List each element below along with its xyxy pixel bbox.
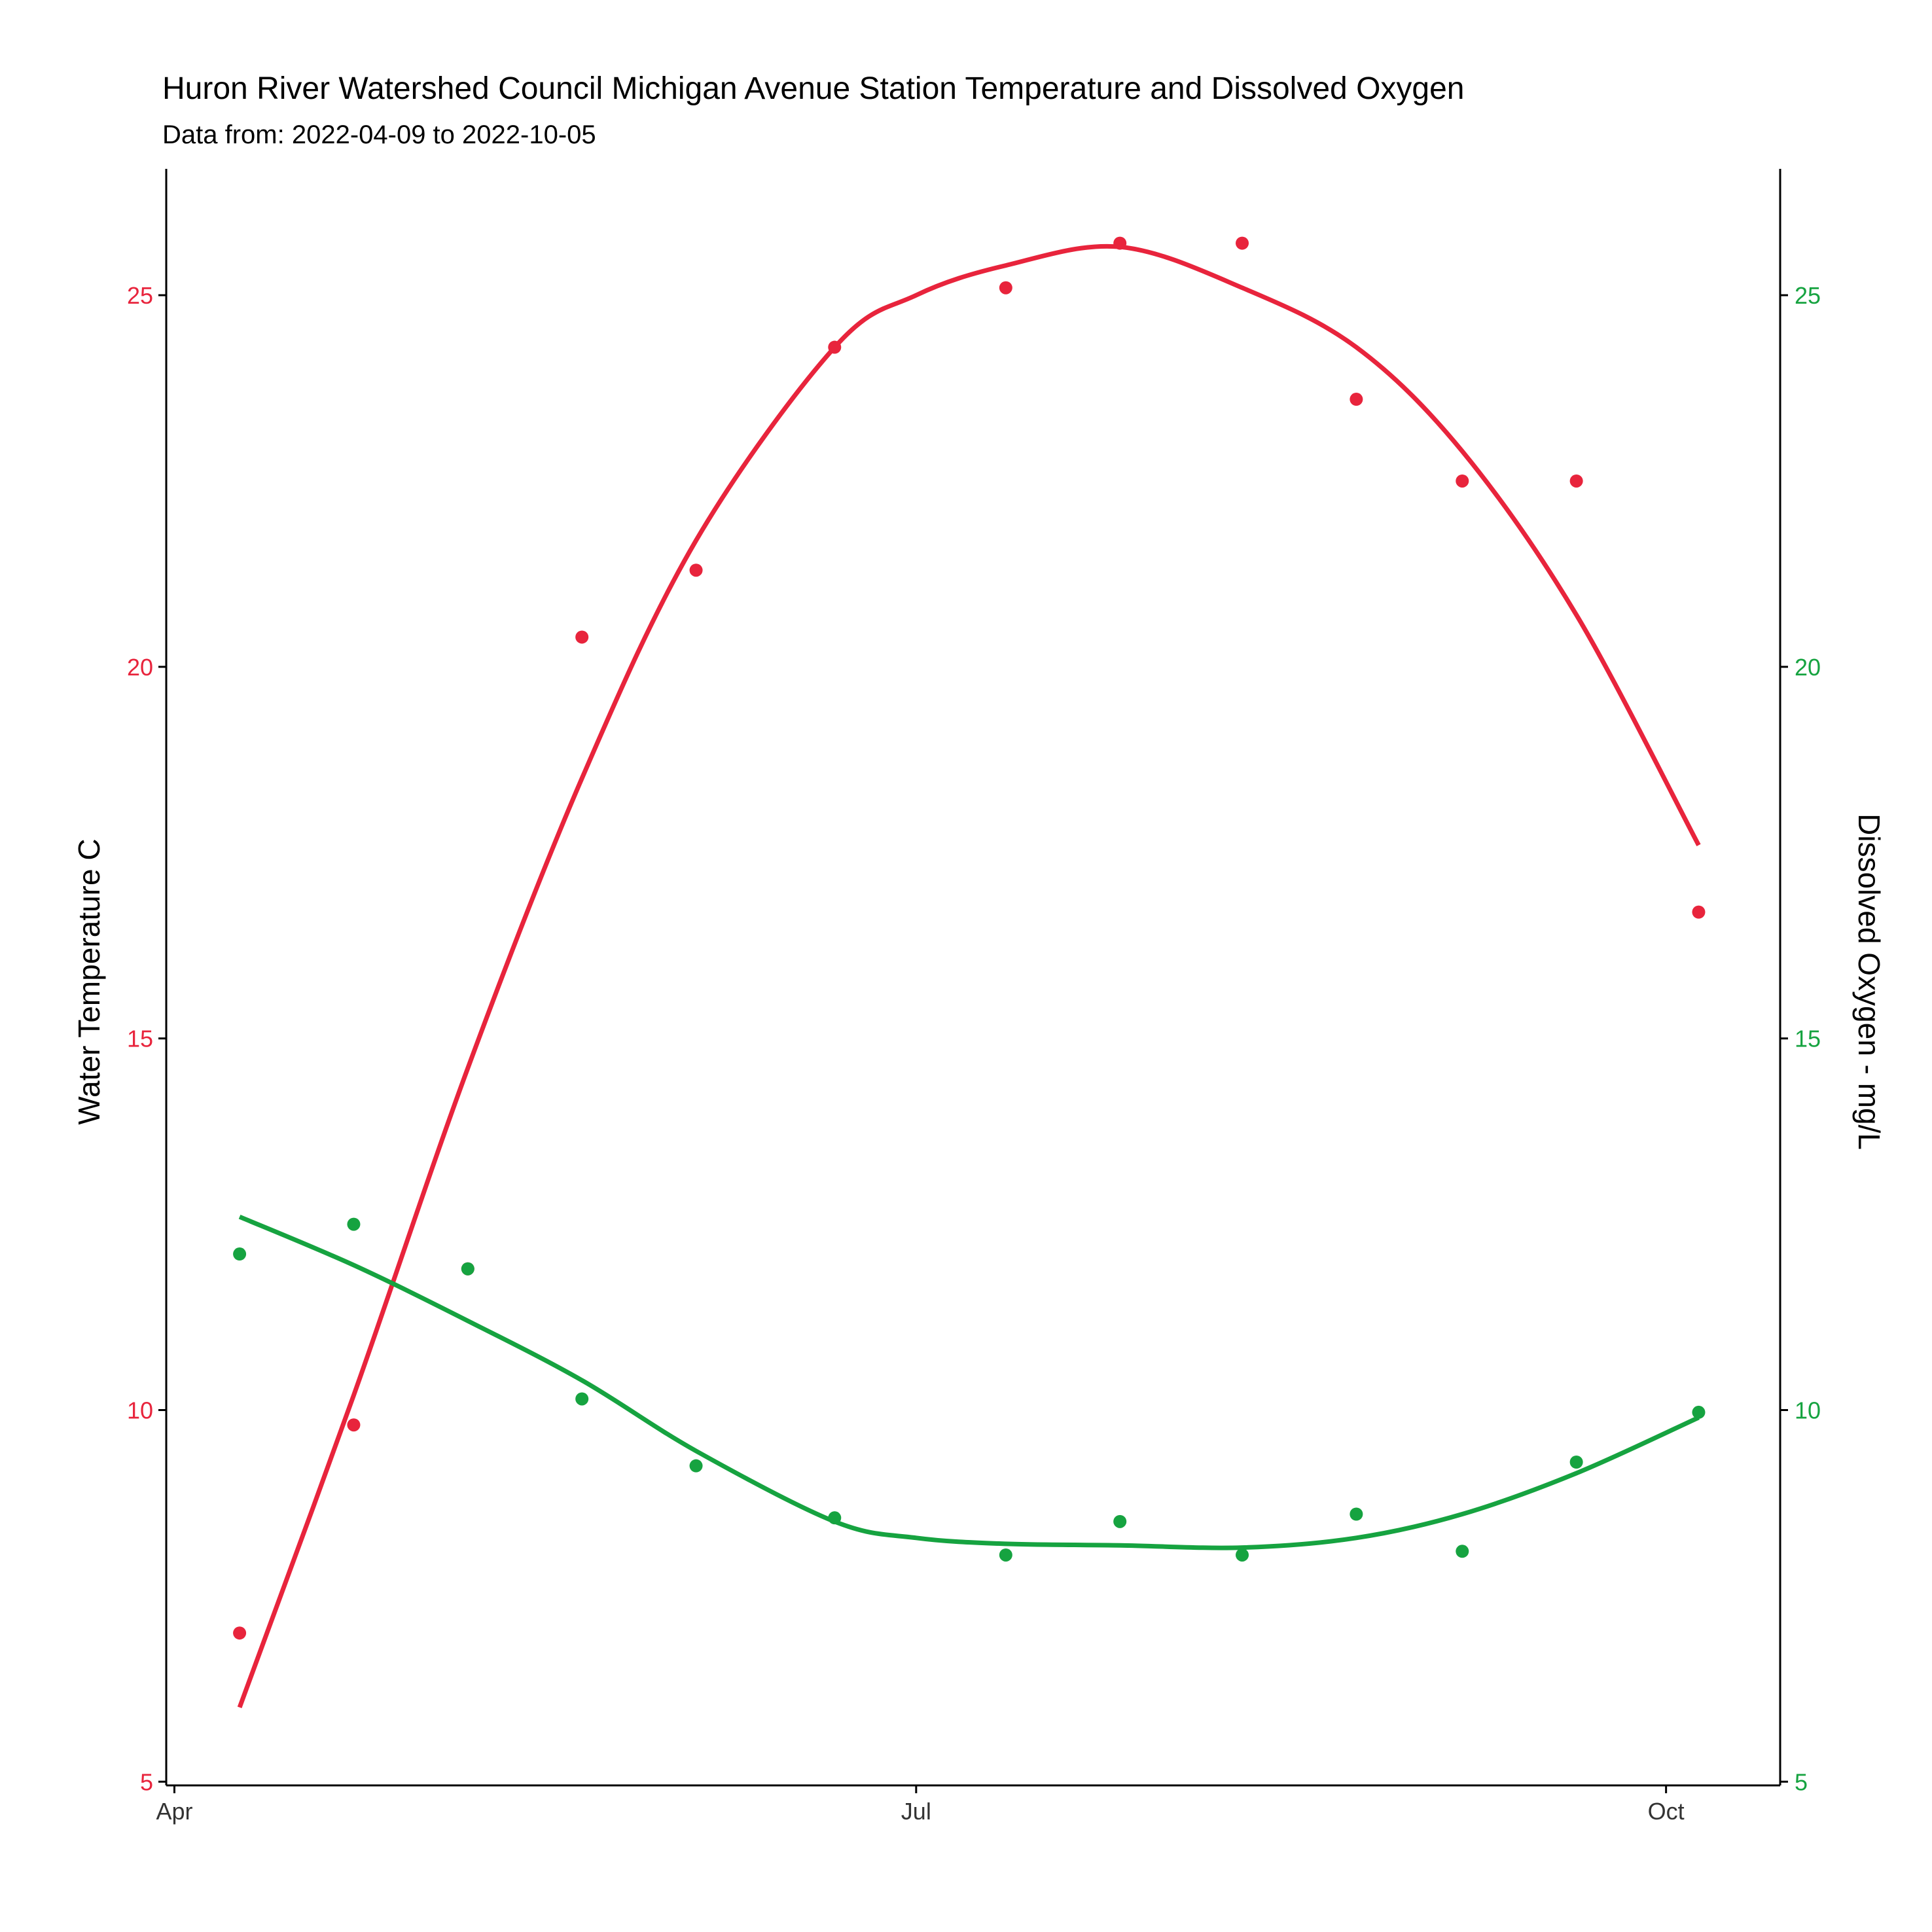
x-tick-label: Oct [1648,1798,1685,1825]
chart-title: Huron River Watershed Council Michigan A… [162,71,1465,106]
dissolved-oxygen-point [689,1459,703,1473]
data-points [233,236,1706,1640]
y2-tick-label: 25 [1795,282,1821,309]
x-tick-label: Apr [156,1798,192,1825]
dissolved-oxygen-point [828,1511,842,1525]
dissolved-oxygen-point [233,1247,247,1261]
y2-tick-label: 10 [1795,1397,1821,1424]
temperature-point [233,1626,247,1640]
dissolved-oxygen-point [1236,1548,1249,1562]
temperature-point [1350,393,1363,406]
y2-axis-label: Dissolved Oxygen - mg/L [1852,814,1886,1150]
dissolved-oxygen-point [1113,1514,1127,1528]
temperature-point [828,340,842,354]
dissolved-oxygen-point [1350,1507,1363,1521]
dissolved-oxygen-point [1569,1456,1583,1469]
y-tick-label: 5 [140,1768,153,1795]
dissolved-oxygen-point [1456,1545,1469,1558]
dissolved-oxygen-smooth-line [238,1214,1700,1550]
dissolved-oxygen-point [999,1548,1012,1562]
axes: 5 10 15 20 25 5 10 15 20 25 Apr Jul Oct [127,169,1821,1825]
temperature-point [347,1418,361,1432]
temperature-point [1569,474,1583,488]
dissolved-oxygen-point [347,1217,361,1231]
temperature-point [999,281,1012,295]
y2-tick-label: 5 [1795,1768,1808,1795]
y-axis-label: Water Temperature C [72,838,106,1124]
temperature-point [1692,905,1706,919]
dissolved-oxygen-point [1692,1405,1706,1419]
y-tick-label: 20 [127,654,153,681]
y-tick-label: 10 [127,1397,153,1424]
x-tick-label: Jul [901,1798,931,1825]
temperature-point [1113,236,1127,250]
y2-tick-label: 15 [1795,1026,1821,1052]
y2-tick-label: 20 [1795,654,1821,681]
y-tick-label: 15 [127,1026,153,1052]
temperature-point [1456,474,1469,488]
chart-subtitle: Data from: 2022-04-09 to 2022-10-05 [162,120,596,149]
y-tick-label: 25 [127,282,153,309]
dissolved-oxygen-point [461,1262,474,1276]
smooth-lines [237,243,1701,1709]
temperature-point [689,564,703,577]
temperature-point [1236,236,1249,250]
temperature-smooth-line [237,243,1701,1709]
temperature-point [575,630,589,644]
dissolved-oxygen-point [575,1392,589,1406]
